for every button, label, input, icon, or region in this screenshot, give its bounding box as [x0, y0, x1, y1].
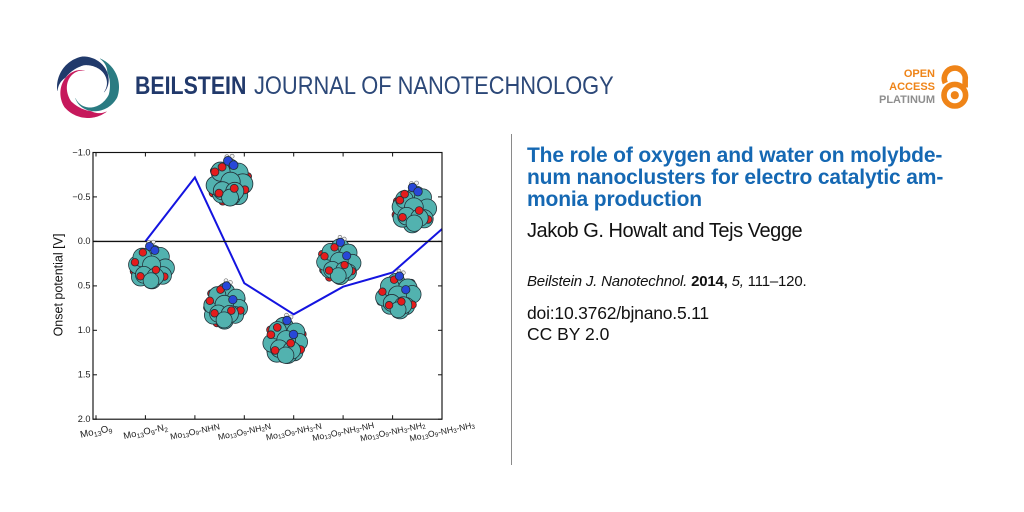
svg-text:Onset potential [V]: Onset potential [V]: [52, 234, 66, 337]
svg-text:0.5: 0.5: [78, 281, 91, 291]
svg-text:Mo13O9-NH3-NH2: Mo13O9-NH3-NH2: [359, 420, 427, 445]
svg-text:Mo13O9-N2: Mo13O9-N2: [123, 422, 170, 443]
svg-text:−0.5: −0.5: [72, 192, 90, 202]
svg-text:Mo13O9-NH3-NH3: Mo13O9-NH3-NH3: [409, 420, 477, 445]
svg-text:Mo13O9-NH2N: Mo13O9-NH2N: [217, 421, 272, 443]
svg-text:Mo13O9-NHN: Mo13O9-NHN: [169, 421, 221, 443]
svg-text:−1.0: −1.0: [72, 147, 90, 157]
svg-text:0.0: 0.0: [78, 236, 91, 246]
svg-text:Mo13O9-NH3-N: Mo13O9-NH3-N: [265, 421, 323, 444]
svg-text:Mo13O9-NH3-NH: Mo13O9-NH3-NH: [311, 420, 375, 444]
svg-text:1.0: 1.0: [78, 325, 91, 335]
svg-text:1.5: 1.5: [78, 370, 91, 380]
svg-text:2.0: 2.0: [78, 414, 91, 424]
svg-text:Mo13O9: Mo13O9: [79, 423, 113, 441]
